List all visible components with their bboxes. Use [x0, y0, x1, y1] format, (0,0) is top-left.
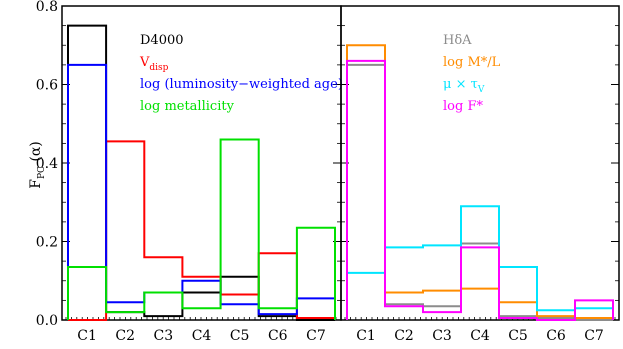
y-tick-label: 0.6	[36, 78, 58, 94]
legend-entry: HδA	[443, 33, 472, 48]
plot-frame	[61, 5, 342, 321]
y-axis-label: FPC (α)	[28, 141, 47, 189]
series-line-log-metallicity	[67, 138, 336, 320]
x-tick-label: C4	[470, 328, 490, 344]
legend-entry: log F*	[443, 99, 483, 114]
x-tick-label: C5	[230, 328, 250, 344]
series-line-series	[346, 205, 614, 320]
x-tick-label: C3	[432, 328, 452, 344]
series-line-log-f	[346, 59, 614, 321]
legend-entry: D4000	[140, 33, 184, 48]
x-tick-label: C2	[394, 328, 414, 344]
legend-entry: Vdisp	[139, 55, 169, 73]
legend-entry: log metallicity	[140, 99, 235, 114]
y-tick-label: 0.0	[36, 313, 58, 329]
x-tick-label: C6	[268, 328, 288, 344]
x-tick-label: C7	[306, 328, 326, 344]
x-tick-label: C2	[115, 328, 135, 344]
x-tick-label: C1	[356, 328, 376, 344]
x-tick-label: C5	[508, 328, 528, 344]
y-tick-label: 0.4	[36, 156, 58, 172]
x-tick-label: C3	[154, 328, 174, 344]
y-tick-label: 0.2	[36, 235, 58, 251]
right-panel: C1 C2 C3 C4 C5 C6 C7 HδA log M*/L μ × τV log F*	[340, 5, 620, 344]
y-tick-label: 0.8	[36, 0, 58, 15]
x-tick-label: C4	[192, 328, 212, 344]
legend-entry: log (luminosity−weighted age)	[140, 77, 343, 92]
x-tick-label: C6	[546, 328, 566, 344]
axis-label-y: FPC (α)	[28, 141, 47, 189]
x-tick-label: C7	[584, 328, 604, 344]
legend-entry: log M*/L	[443, 55, 501, 70]
legend-entry: μ × τV	[443, 77, 485, 95]
left-panel: 0.0 0.2 0.4 0.6 0.8 C1 C2 C3 C4 C5 C6 C7 D4000 Vdisp l…	[36, 0, 343, 344]
x-tick-label: C1	[77, 328, 97, 344]
